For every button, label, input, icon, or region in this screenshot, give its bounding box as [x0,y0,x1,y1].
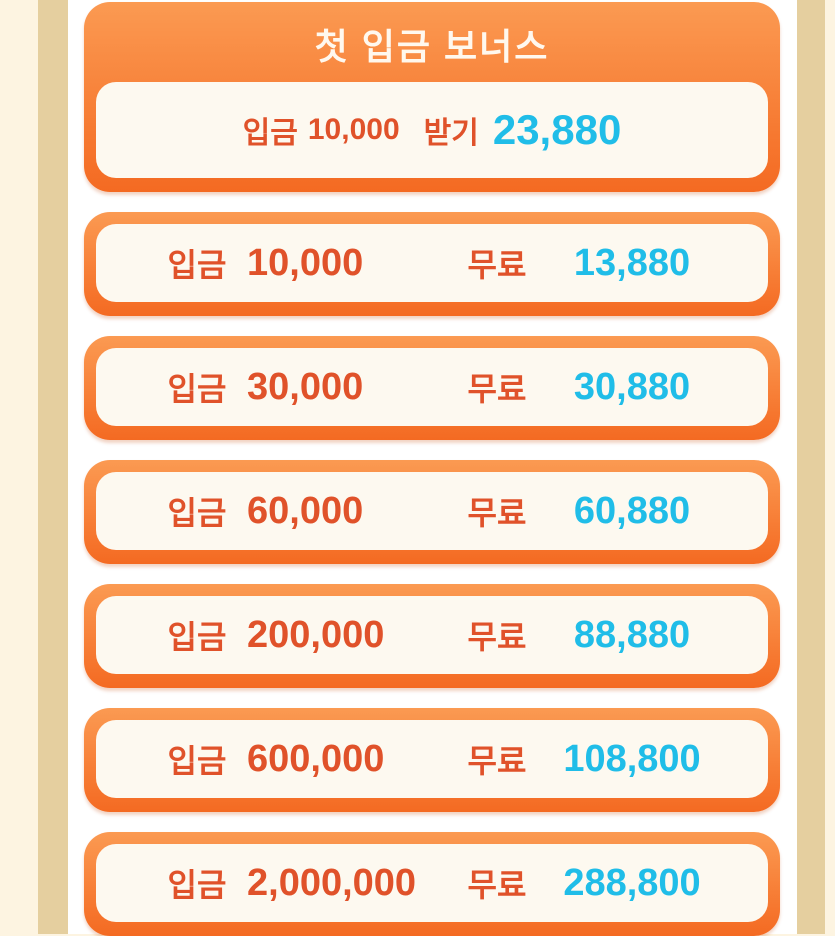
free-label: 무료 [467,743,527,779]
bonus-amount: 13,880 [573,241,691,284]
bonus-tier-inner: 입금 60,000 무료 60,880 [96,472,768,550]
free-label: 무료 [467,371,527,407]
receive-label: 받기 [423,117,479,150]
deposit-amount: 200,000 [247,613,385,656]
deposit-amount: 10,000 [307,113,400,146]
bonus-tier-inner: 입금 600,000 무료 108,800 [96,720,768,798]
deposit-label: 입금 [167,247,227,283]
deposit-amount: 10,000 [247,241,364,284]
deposit-amount: 2,000,000 [247,861,417,904]
deposit-amount: 30,000 [247,365,364,408]
deposit-label: 입금 [167,371,227,407]
bonus-tier-inner: 입금 200,000 무료 88,880 [96,596,768,674]
bonus-tier-row: 입금 30,000 무료 30,880 [84,336,780,440]
deposit-label: 입금 [167,495,227,531]
bonus-amount: 288,800 [563,861,701,904]
bonus-tier-inner: 입금 10,000 무료 13,880 [96,224,768,302]
card-title: 첫 입금 보너스 [314,26,550,67]
deposit-label: 입금 [167,743,227,779]
bonus-amount: 88,880 [573,613,691,656]
deposit-amount: 60,000 [247,489,364,532]
deposit-amount: 600,000 [247,737,385,780]
first-deposit-bonus-card: 첫 입금 보너스 입금 10,000 받기 23,880 [84,2,780,192]
free-label: 무료 [467,495,527,531]
bonus-amount: 60,880 [573,489,691,532]
bonus-amount: 108,800 [563,737,701,780]
first-deposit-offer: 입금 10,000 받기 23,880 [96,82,768,178]
receive-amount: 23,880 [492,106,622,153]
free-label: 무료 [467,867,527,903]
bonus-tier-inner: 입금 30,000 무료 30,880 [96,348,768,426]
bonus-tier-row: 입금 60,000 무료 60,880 [84,460,780,564]
bonus-tier-row: 입금 10,000 무료 13,880 [84,212,780,316]
bonus-tier-row: 입금 200,000 무료 88,880 [84,584,780,688]
deposit-label: 입금 [167,619,227,655]
free-label: 무료 [467,247,527,283]
deposit-label: 입금 [167,867,227,903]
bonus-tier-inner: 입금 2,000,000 무료 288,800 [96,844,768,922]
free-label: 무료 [467,619,527,655]
bonus-amount: 30,880 [573,365,691,408]
bonus-tier-row: 입금 600,000 무료 108,800 [84,708,780,812]
bonus-tier-row: 입금 2,000,000 무료 288,800 [84,832,780,936]
deposit-label: 입금 [242,117,298,150]
